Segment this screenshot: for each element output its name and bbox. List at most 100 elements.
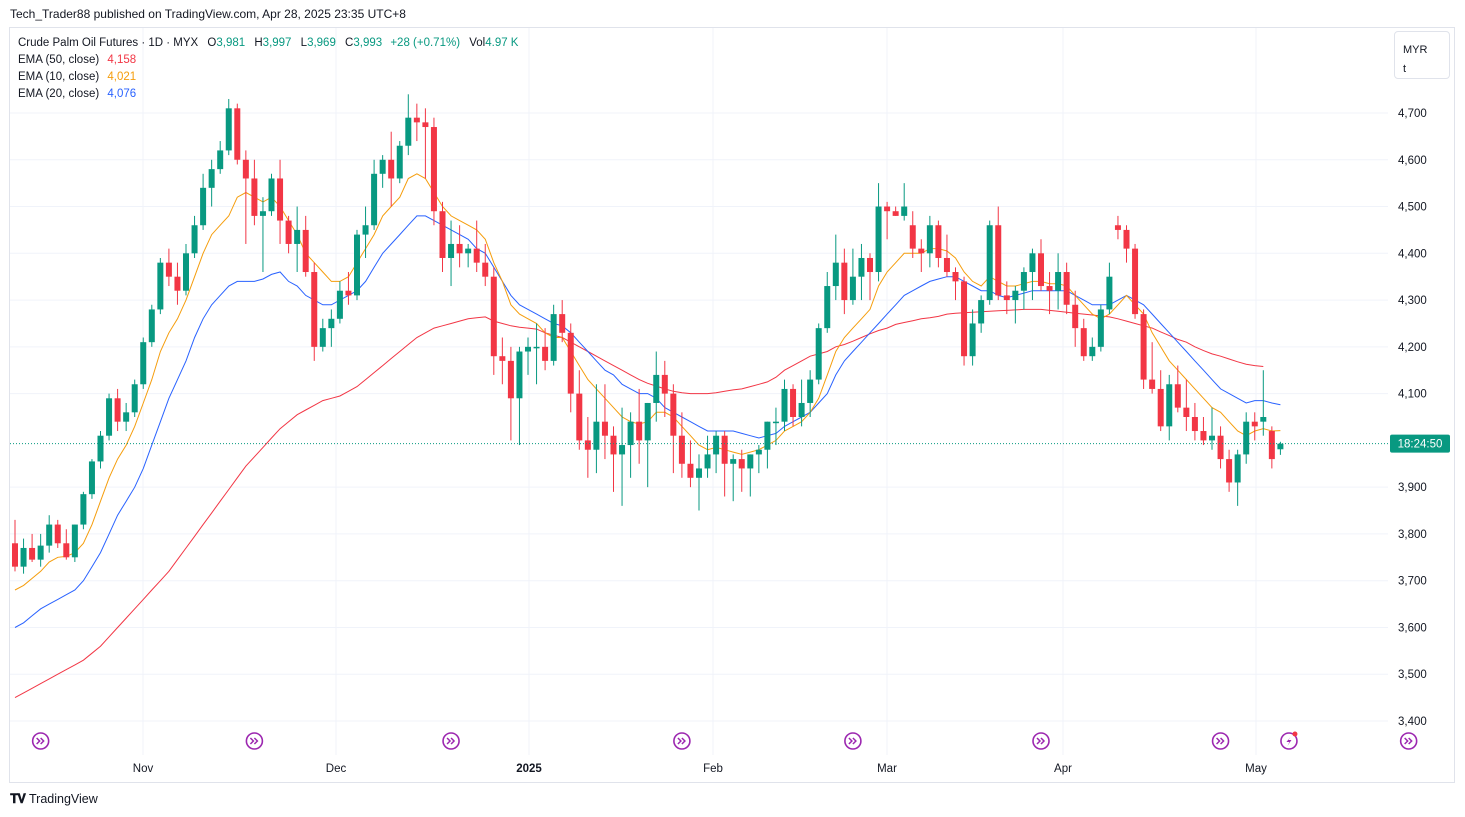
candle[interactable] <box>405 94 412 156</box>
candle[interactable] <box>165 248 172 287</box>
candle[interactable] <box>225 98 232 156</box>
candle[interactable] <box>473 220 480 273</box>
candle[interactable] <box>525 337 531 375</box>
candle[interactable] <box>601 384 608 460</box>
candle[interactable] <box>259 197 266 273</box>
candle[interactable] <box>63 529 70 560</box>
candle[interactable] <box>926 215 933 268</box>
candle[interactable] <box>935 220 942 268</box>
candle[interactable] <box>961 276 968 366</box>
candle[interactable] <box>567 323 574 413</box>
currency-unit-button[interactable]: MYR t <box>1394 31 1450 79</box>
candle[interactable] <box>832 234 839 301</box>
candle[interactable] <box>798 379 805 427</box>
candle[interactable] <box>490 267 497 375</box>
candle[interactable] <box>1080 318 1087 361</box>
candle[interactable] <box>499 337 506 385</box>
candle[interactable] <box>704 435 711 478</box>
candle[interactable] <box>131 379 138 417</box>
candle[interactable] <box>54 519 61 548</box>
candle[interactable] <box>1132 243 1139 319</box>
candle[interactable] <box>1106 262 1113 315</box>
candle[interactable] <box>815 323 822 385</box>
candle[interactable] <box>1046 272 1053 315</box>
event-marker-icon[interactable] <box>31 732 50 750</box>
candle[interactable] <box>208 159 215 207</box>
candle[interactable] <box>772 407 779 446</box>
candle[interactable] <box>1003 281 1010 315</box>
candle[interactable] <box>251 159 258 226</box>
candle[interactable] <box>713 431 720 474</box>
candle[interactable] <box>678 412 685 478</box>
candle[interactable] <box>901 183 908 221</box>
candle[interactable] <box>884 201 891 240</box>
candle[interactable] <box>1243 412 1250 464</box>
candle[interactable] <box>37 533 44 567</box>
candle[interactable] <box>670 384 677 474</box>
candle[interactable] <box>268 173 275 216</box>
candle[interactable] <box>148 304 155 347</box>
candle[interactable] <box>242 150 249 244</box>
candle[interactable] <box>302 215 309 277</box>
candle[interactable] <box>482 243 489 287</box>
candle[interactable] <box>644 402 651 488</box>
candle[interactable] <box>345 272 352 305</box>
candle[interactable] <box>1020 267 1027 310</box>
candle[interactable] <box>456 225 463 268</box>
candle[interactable] <box>687 440 694 488</box>
candle[interactable] <box>969 309 976 366</box>
candle[interactable] <box>849 248 856 305</box>
candle[interactable] <box>533 323 540 385</box>
candle[interactable] <box>738 449 745 492</box>
candle[interactable] <box>1217 426 1224 469</box>
candle[interactable] <box>781 379 788 432</box>
candle[interactable] <box>1166 374 1173 441</box>
footer-brand[interactable]: 𝐓𝐕 TradingView <box>10 791 98 807</box>
candle[interactable] <box>140 337 147 389</box>
candle[interactable] <box>559 300 566 343</box>
candle[interactable] <box>354 229 360 301</box>
candle[interactable] <box>234 103 241 165</box>
candle[interactable] <box>46 515 53 553</box>
candle[interactable] <box>1140 309 1147 389</box>
candle[interactable] <box>721 431 728 497</box>
candle[interactable] <box>909 211 916 258</box>
candle[interactable] <box>542 328 549 371</box>
candle[interactable] <box>422 108 429 179</box>
candle[interactable] <box>1157 370 1164 432</box>
candle[interactable] <box>328 309 335 347</box>
candle[interactable] <box>114 388 121 432</box>
ema20-row[interactable]: EMA (20, close) 4,076 <box>18 86 518 103</box>
event-marker-icon[interactable] <box>1032 732 1050 750</box>
candle[interactable] <box>71 524 78 562</box>
candle[interactable] <box>285 215 292 254</box>
event-marker-icon[interactable] <box>442 732 460 750</box>
candle[interactable] <box>1251 412 1258 441</box>
candle[interactable] <box>277 159 284 244</box>
event-marker-icon[interactable] <box>673 732 691 750</box>
candle[interactable] <box>584 417 591 478</box>
candle[interactable] <box>1072 290 1079 347</box>
candle[interactable] <box>507 346 514 441</box>
candle[interactable] <box>824 272 831 333</box>
candle[interactable] <box>1277 441 1284 455</box>
candle[interactable] <box>1260 370 1267 436</box>
candle[interactable] <box>1209 407 1215 450</box>
candle[interactable] <box>465 243 472 268</box>
candle[interactable] <box>1123 225 1130 263</box>
candle[interactable] <box>1038 239 1044 291</box>
candle[interactable] <box>388 131 395 207</box>
candle[interactable] <box>1149 342 1156 394</box>
candle[interactable] <box>1055 253 1062 310</box>
candle[interactable] <box>319 318 326 352</box>
candle[interactable] <box>1114 215 1121 240</box>
event-marker-icon[interactable] <box>844 732 862 750</box>
candle[interactable] <box>636 388 643 464</box>
candle[interactable] <box>696 454 702 511</box>
candle[interactable] <box>858 243 865 301</box>
candle[interactable] <box>439 201 446 273</box>
candle[interactable] <box>892 206 899 216</box>
candle[interactable] <box>918 239 925 273</box>
candle[interactable] <box>610 426 617 492</box>
